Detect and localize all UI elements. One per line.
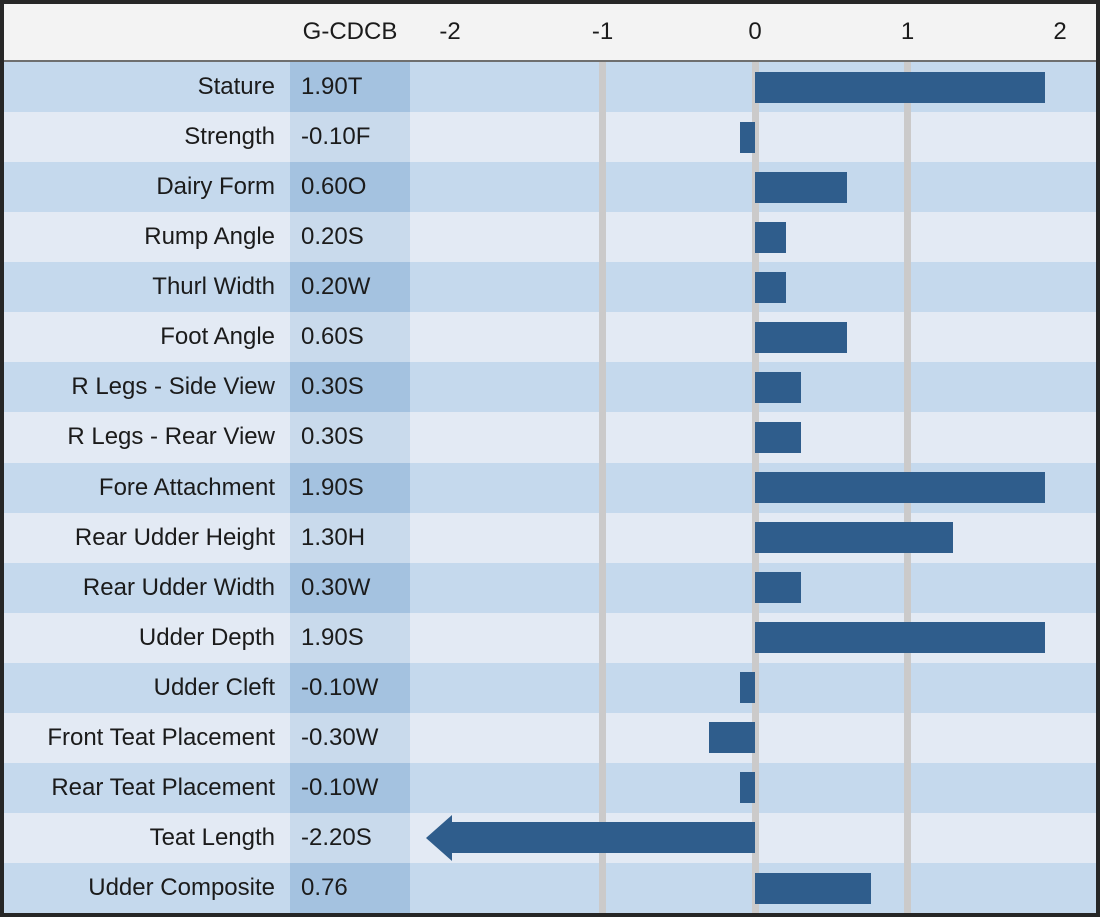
trait-value: -0.30W xyxy=(290,712,410,763)
axis-tick-label: -2 xyxy=(439,18,461,45)
trait-label: Front Teat Placement xyxy=(4,712,290,763)
trait-value: 1.30H xyxy=(290,512,410,563)
value-column-header: G-CDCB xyxy=(302,18,398,45)
trait-row: R Legs - Rear View 0.30S xyxy=(4,412,1096,463)
trait-value: 0.20W xyxy=(290,262,410,313)
trait-value: 0.20S xyxy=(290,212,410,263)
trait-bar xyxy=(739,121,755,153)
arrow-left-icon xyxy=(426,814,452,861)
trait-row: Strength -0.10F xyxy=(4,112,1096,163)
trait-bar xyxy=(755,572,801,604)
axis-tick-label: -1 xyxy=(591,18,614,45)
trait-label: Thurl Width xyxy=(4,262,290,313)
trait-row: Teat Length -2.20S xyxy=(4,812,1096,863)
trait-label: Rear Teat Placement xyxy=(4,762,290,813)
trait-bar-cell xyxy=(410,812,1096,863)
trait-row: Udder Depth 1.90S xyxy=(4,612,1096,663)
trait-bar xyxy=(755,872,871,904)
trait-label: Rear Udder Width xyxy=(4,562,290,613)
axis-gridline xyxy=(599,62,606,913)
trait-value: -0.10W xyxy=(290,762,410,813)
axis-tick-label: 1 xyxy=(900,18,915,45)
trait-label: Stature xyxy=(4,62,290,113)
trait-value: 0.30W xyxy=(290,562,410,613)
trait-value: 0.76 xyxy=(290,863,410,913)
trait-row: Rear Udder Width 0.30W xyxy=(4,562,1096,613)
chart-body: Stature 1.90T Strength -0.10F Dairy Form… xyxy=(4,62,1096,913)
trait-value: 0.30S xyxy=(290,362,410,413)
trait-row: Foot Angle 0.60S xyxy=(4,312,1096,363)
trait-value: 1.90S xyxy=(290,612,410,663)
arrow-bar-body xyxy=(452,822,755,854)
trait-value: 0.60O xyxy=(290,162,410,213)
trait-value: -2.20S xyxy=(290,812,410,863)
trait-bar xyxy=(709,722,755,754)
chart-header: G-CDCB -2 -1 0 1 2 xyxy=(4,4,1096,62)
trait-label: Fore Attachment xyxy=(4,462,290,513)
trait-bar xyxy=(755,321,847,353)
trait-label: Rear Udder Height xyxy=(4,512,290,563)
trait-row: Thurl Width 0.20W xyxy=(4,262,1096,313)
trait-value: 1.90S xyxy=(290,462,410,513)
trait-row: Udder Composite 0.76 xyxy=(4,863,1096,913)
trait-value: -0.10F xyxy=(290,112,410,163)
trait-bar xyxy=(755,522,954,554)
trait-label: Teat Length xyxy=(4,812,290,863)
trait-value: 1.90T xyxy=(290,62,410,113)
trait-label: Strength xyxy=(4,112,290,163)
off-scale-arrow-bar xyxy=(426,814,755,861)
trait-bar xyxy=(739,772,755,804)
trait-label: Foot Angle xyxy=(4,312,290,363)
axis-tick-label: 0 xyxy=(748,18,762,45)
axis-tick-label: 2 xyxy=(1053,18,1067,45)
trait-row: Stature 1.90T xyxy=(4,62,1096,113)
trait-bar xyxy=(755,171,847,203)
trait-row: Rear Teat Placement -0.10W xyxy=(4,762,1096,813)
trait-bar xyxy=(755,421,801,453)
trait-label: R Legs - Rear View xyxy=(4,412,290,463)
trait-bar xyxy=(755,221,786,253)
trait-value: -0.10W xyxy=(290,662,410,713)
trait-label: Udder Composite xyxy=(4,863,290,913)
trait-row: Rump Angle 0.20S xyxy=(4,212,1096,263)
trait-label: Rump Angle xyxy=(4,212,290,263)
trait-row: Udder Cleft -0.10W xyxy=(4,662,1096,713)
trait-bar xyxy=(755,622,1045,654)
trait-value: 0.30S xyxy=(290,412,410,463)
trait-bar xyxy=(755,371,801,403)
trait-bar xyxy=(755,71,1045,103)
trait-label: R Legs - Side View xyxy=(4,362,290,413)
trait-bar xyxy=(739,672,755,704)
trait-row: Dairy Form 0.60O xyxy=(4,162,1096,213)
trait-label: Udder Cleft xyxy=(4,662,290,713)
trait-row: Front Teat Placement -0.30W xyxy=(4,712,1096,763)
trait-row: R Legs - Side View 0.30S xyxy=(4,362,1096,413)
trait-value: 0.60S xyxy=(290,312,410,363)
trait-row: Fore Attachment 1.90S xyxy=(4,462,1096,513)
trait-label: Dairy Form xyxy=(4,162,290,213)
trait-row: Rear Udder Height 1.30H xyxy=(4,512,1096,563)
trait-bar xyxy=(755,472,1045,504)
trait-bar xyxy=(755,271,786,303)
trait-label: Udder Depth xyxy=(4,612,290,663)
